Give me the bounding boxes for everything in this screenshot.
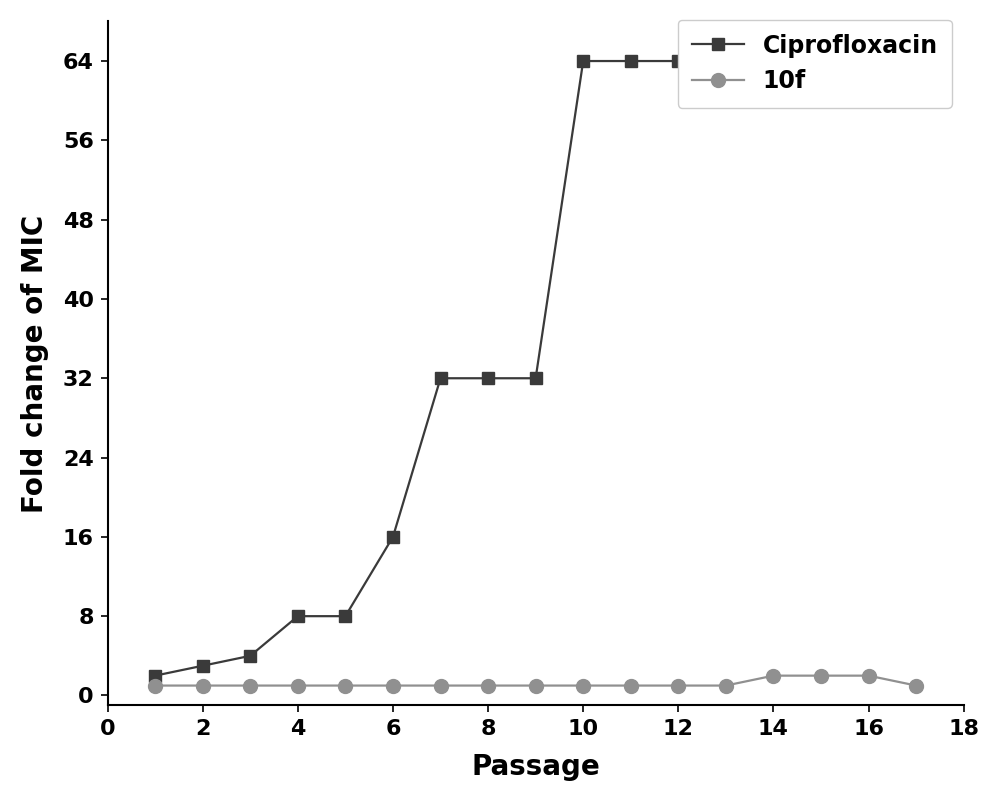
Ciprofloxacin	[435, 374, 447, 383]
10f	[910, 681, 922, 691]
10f	[720, 681, 732, 691]
10f	[339, 681, 351, 691]
Ciprofloxacin	[530, 374, 542, 383]
10f	[672, 681, 684, 691]
Legend: Ciprofloxacin, 10f: Ciprofloxacin, 10f	[678, 19, 952, 107]
10f	[767, 670, 779, 680]
Ciprofloxacin	[244, 651, 256, 661]
10f	[863, 670, 875, 680]
X-axis label: Passage: Passage	[471, 753, 600, 781]
10f	[625, 681, 637, 691]
Ciprofloxacin	[625, 56, 637, 66]
Ciprofloxacin	[149, 670, 161, 680]
Ciprofloxacin	[482, 374, 494, 383]
Ciprofloxacin	[720, 56, 732, 66]
Ciprofloxacin	[387, 532, 399, 541]
Ciprofloxacin	[863, 56, 875, 66]
10f	[815, 670, 827, 680]
Line: 10f: 10f	[148, 669, 923, 692]
10f	[197, 681, 209, 691]
10f	[244, 681, 256, 691]
10f	[435, 681, 447, 691]
Ciprofloxacin	[197, 661, 209, 670]
Ciprofloxacin	[672, 56, 684, 66]
Line: Ciprofloxacin: Ciprofloxacin	[150, 55, 922, 681]
10f	[482, 681, 494, 691]
Ciprofloxacin	[577, 56, 589, 66]
Y-axis label: Fold change of MIC: Fold change of MIC	[21, 214, 49, 512]
Ciprofloxacin	[339, 611, 351, 621]
10f	[149, 681, 161, 691]
10f	[530, 681, 542, 691]
Ciprofloxacin	[767, 56, 779, 66]
10f	[292, 681, 304, 691]
Ciprofloxacin	[910, 56, 922, 66]
10f	[577, 681, 589, 691]
Ciprofloxacin	[815, 56, 827, 66]
10f	[387, 681, 399, 691]
Ciprofloxacin	[292, 611, 304, 621]
